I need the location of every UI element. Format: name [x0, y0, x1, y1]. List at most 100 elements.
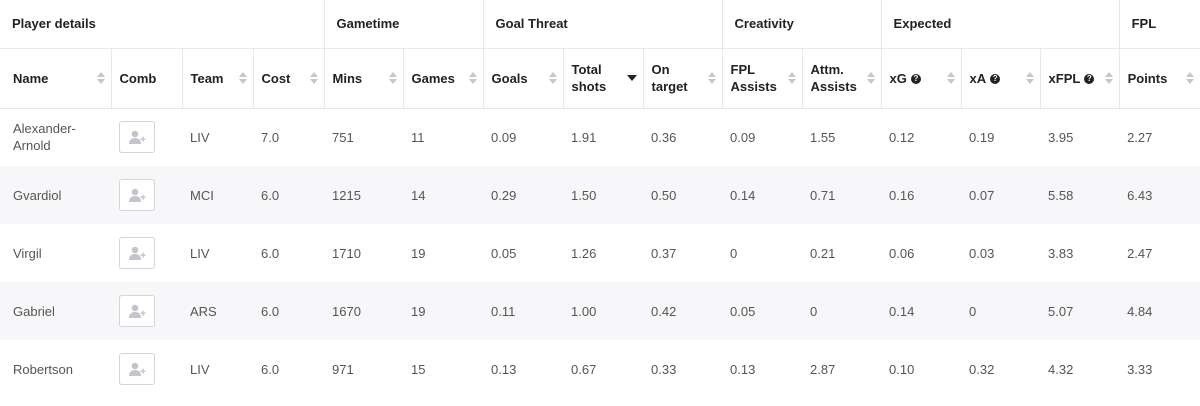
col-header-name[interactable]: Name — [0, 48, 112, 109]
column-header-row: Name Comb Team Cost Mins Games — [0, 48, 1200, 109]
table-row: Gvardiol MCI 6.0 1215 14 0.29 1.50 0.50 … — [0, 166, 1200, 224]
mins-cell: 1215 — [324, 166, 404, 224]
sort-desc-active-icon[interactable] — [626, 75, 637, 81]
group-header-row: Player details Gametime Goal Threat Crea… — [0, 0, 1200, 49]
sort-arrows-icon[interactable] — [787, 72, 796, 84]
attm-assists-cell: 2.87 — [810, 361, 836, 377]
xfpl-cell: 4.32 — [1048, 361, 1074, 377]
col-header-total-shots[interactable]: Total shots — [563, 48, 644, 109]
points-cell: 2.27 — [1127, 129, 1153, 145]
table-row: Alexander-Arnold LIV 7.0 751 11 0.09 1.9… — [0, 108, 1200, 166]
add-user-icon — [129, 304, 146, 318]
player-name[interactable]: Robertson — [13, 361, 73, 377]
games-cell: 19 — [411, 245, 426, 261]
col-header-fpl-assists[interactable]: FPL Assists — [722, 48, 803, 109]
col-header-mins[interactable]: Mins — [324, 48, 404, 109]
col-header-attm-assists[interactable]: Attm. Assists — [802, 48, 882, 109]
xg-cell: 0.10 — [889, 361, 915, 377]
mins-cell: 1670 — [324, 282, 404, 340]
info-icon[interactable]: ? — [990, 74, 1001, 85]
col-header-team[interactable]: Team — [182, 48, 254, 109]
col-header-label: On target — [651, 62, 688, 94]
sort-arrows-icon[interactable] — [388, 72, 397, 84]
col-header-points[interactable]: Points — [1119, 48, 1200, 109]
sort-arrows-icon[interactable] — [946, 72, 955, 84]
comb-add-button[interactable] — [119, 237, 155, 269]
cost-cell: 6.0 — [253, 166, 325, 224]
goals-cell: 0.29 — [483, 166, 564, 224]
table-body: Alexander-Arnold LIV 7.0 751 11 0.09 1.9… — [0, 108, 1200, 398]
on-target-cell: 0.36 — [651, 129, 677, 145]
cost-cell: 7.0 — [261, 129, 280, 145]
points-cell: 6.43 — [1119, 166, 1200, 224]
xa-cell: 0.19 — [969, 129, 995, 145]
comb-add-button[interactable] — [119, 295, 155, 327]
comb-cell — [111, 166, 182, 224]
col-header-label: Goals — [491, 70, 528, 86]
xa-cell: 0.03 — [969, 245, 995, 261]
xfpl-cell: 3.95 — [1048, 129, 1074, 145]
total-shots-cell: 1.00 — [563, 282, 644, 340]
sort-arrows-icon[interactable] — [1104, 72, 1113, 84]
sort-arrows-icon[interactable] — [1186, 72, 1195, 84]
xg-cell: 0.12 — [889, 129, 915, 145]
mins-cell: 1710 — [332, 245, 361, 261]
col-header-label: Name — [13, 70, 49, 86]
col-header-comb: Comb — [111, 48, 183, 109]
on-target-cell: 0.37 — [651, 245, 677, 261]
player-name[interactable]: Gabriel — [0, 282, 111, 340]
table-row: Robertson LIV 6.0 971 15 0.13 0.67 0.33 … — [0, 340, 1200, 398]
attm-assists-cell: 0 — [802, 282, 882, 340]
table-row: Virgil LIV 6.0 1710 19 0.05 1.26 0.37 0 … — [0, 224, 1200, 282]
sort-arrows-icon[interactable] — [309, 72, 318, 84]
info-icon[interactable]: ? — [910, 74, 921, 85]
sort-arrows-icon[interactable] — [707, 72, 716, 84]
col-header-xg[interactable]: xG? — [881, 48, 962, 109]
col-header-goals[interactable]: Goals — [483, 48, 564, 109]
total-shots-cell: 0.67 — [571, 361, 597, 377]
sort-arrows-icon[interactable] — [96, 72, 105, 84]
sort-arrows-icon[interactable] — [866, 72, 875, 84]
cost-cell: 6.0 — [253, 282, 325, 340]
team-cell: LIV — [190, 245, 210, 261]
info-icon[interactable]: ? — [1084, 74, 1095, 85]
col-header-games[interactable]: Games — [403, 48, 484, 109]
cost-cell: 6.0 — [261, 361, 280, 377]
col-header-label: Attm. Assists — [810, 62, 857, 94]
total-shots-cell: 1.91 — [571, 129, 597, 145]
col-header-label: FPL Assists — [730, 62, 777, 94]
sort-arrows-icon[interactable] — [238, 72, 247, 84]
group-creativity: Creativity — [722, 0, 882, 49]
player-name[interactable]: Gvardiol — [0, 166, 111, 224]
col-header-cost[interactable]: Cost — [253, 48, 325, 109]
xfpl-cell: 5.07 — [1040, 282, 1120, 340]
games-cell: 19 — [403, 282, 484, 340]
player-name[interactable]: Alexander-Arnold — [13, 121, 76, 154]
comb-add-button[interactable] — [119, 179, 155, 211]
sort-arrows-icon[interactable] — [548, 72, 557, 84]
col-header-xa[interactable]: xA? — [961, 48, 1041, 109]
sort-arrows-icon[interactable] — [468, 72, 477, 84]
sort-arrows-icon[interactable] — [1025, 72, 1034, 84]
col-header-label: xG — [889, 70, 907, 86]
comb-add-button[interactable] — [119, 121, 155, 154]
col-header-xfpl[interactable]: xFPL? — [1040, 48, 1120, 109]
team-cell: MCI — [182, 166, 253, 224]
games-cell: 14 — [403, 166, 484, 224]
col-header-on-target[interactable]: On target — [643, 48, 723, 109]
player-name[interactable]: Virgil — [13, 245, 42, 261]
fpl-assists-cell: 0.09 — [730, 129, 756, 145]
group-gametime: Gametime — [324, 0, 484, 49]
col-header-label: Mins — [332, 70, 363, 86]
comb-cell — [111, 108, 182, 166]
games-cell: 11 — [411, 129, 425, 145]
goals-cell: 0.11 — [483, 282, 564, 340]
fpl-assists-cell: 0.13 — [730, 361, 756, 377]
comb-cell — [111, 282, 182, 340]
total-shots-cell: 1.50 — [563, 166, 644, 224]
comb-add-button[interactable] — [119, 353, 155, 385]
xg-cell: 0.16 — [881, 166, 962, 224]
games-cell: 15 — [411, 361, 426, 377]
col-header-label: Cost — [261, 70, 291, 86]
